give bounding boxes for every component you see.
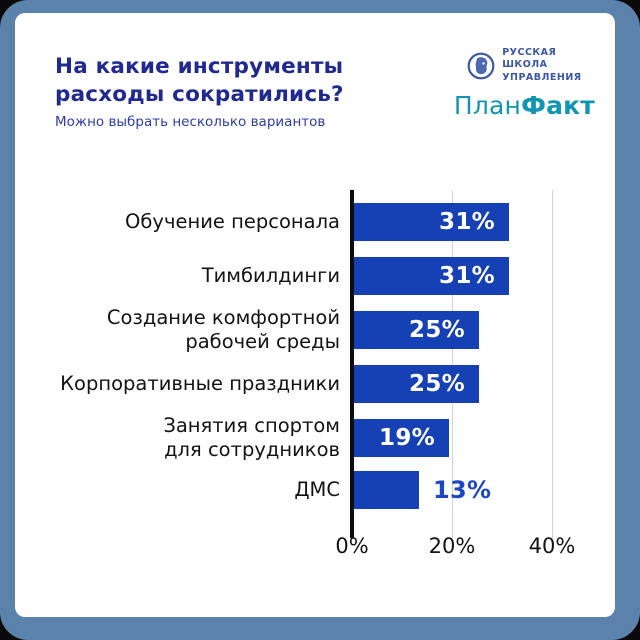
bar-value-label: 25%	[409, 317, 465, 343]
bar	[354, 471, 419, 509]
bar-value-label: 19%	[379, 425, 435, 451]
category-label: Тимбилдинги	[201, 264, 340, 288]
planfakt-bold: Факт	[521, 91, 595, 121]
planfakt-wordmark: ПланФакт	[454, 91, 595, 120]
bar-value-label: 13%	[433, 476, 492, 504]
bar-chart: Обучение персонала 31% Тимбилдинги 31% Созда…	[15, 13, 615, 617]
category-label: Обучение персонала	[125, 210, 340, 234]
planfakt-regular: План	[453, 91, 522, 121]
category-label: ДМС	[294, 478, 340, 502]
brand-block: РУССКАЯ ШКОЛА УПРАВЛЕНИЯ ПланФакт	[454, 47, 595, 120]
y-axis-line	[350, 190, 354, 538]
x-axis-tick-label: 20%	[428, 534, 476, 558]
category-label: Создание комфортной рабочей среды	[106, 306, 340, 353]
bar: 25%	[354, 311, 479, 349]
page-subtitle: Можно выбрать несколько вариантов	[55, 114, 326, 130]
bar: 31%	[354, 257, 509, 295]
rsu-logo: РУССКАЯ ШКОЛА УПРАВЛЕНИЯ	[467, 47, 581, 84]
bar: 19%	[354, 419, 449, 457]
gridline	[552, 190, 553, 538]
bar: 31%	[354, 203, 509, 241]
infographic-card: На какие инструменты расходы сократились…	[15, 13, 615, 617]
x-axis-tick-label: 40%	[528, 534, 576, 558]
bar-value-label: 31%	[439, 263, 495, 289]
gridline	[452, 190, 453, 538]
x-axis-tick-label: 0%	[335, 534, 369, 558]
rsu-wordmark: РУССКАЯ ШКОЛА УПРАВЛЕНИЯ	[502, 47, 582, 83]
rsu-logo-icon	[467, 52, 495, 80]
bar: 25%	[354, 365, 479, 403]
bar-value-label: 31%	[439, 209, 495, 235]
bar-value-label: 25%	[409, 371, 465, 397]
page-title: На какие инструменты расходы сократились…	[55, 54, 344, 108]
category-label: Корпоративные праздники	[60, 372, 340, 396]
category-label: Занятия спортом для сотрудников	[163, 414, 340, 461]
